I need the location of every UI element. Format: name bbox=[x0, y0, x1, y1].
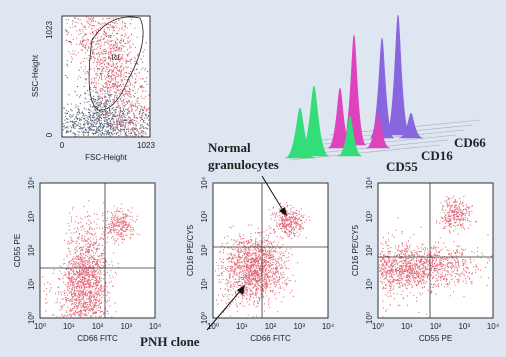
x-tick-label: 10² bbox=[265, 322, 277, 331]
y-tick-label: 10¹ bbox=[27, 278, 36, 290]
plot-frame bbox=[377, 182, 494, 319]
arrow-head bbox=[279, 207, 287, 216]
flow-plot: 10⁰ 10¹ 10² 10³ 10⁴ 10⁰ 10¹ 10² 10³ 10⁴ CD55 PE CD1… bbox=[351, 176, 500, 343]
plot-frame bbox=[212, 182, 329, 319]
flow-plot: 10⁰ 10¹ 10² 10³ 10⁴ 10⁰ 10¹ 10² 10³ 10⁴ CD66 FITC C… bbox=[13, 176, 162, 343]
x-tick-label: 10⁰ bbox=[34, 322, 46, 331]
cell-cloud bbox=[104, 203, 140, 246]
fsc-ssc-plot: R1 SSC-Height 1023 0 0 1023 FSC-Height bbox=[31, 15, 155, 162]
x-tick-label: 10¹ bbox=[63, 322, 75, 331]
arrow bbox=[261, 175, 285, 213]
y-tick-label: 1023 bbox=[45, 21, 54, 39]
peak bbox=[337, 115, 363, 157]
cell-cloud bbox=[436, 195, 477, 235]
x-tick-label: 10² bbox=[430, 322, 442, 331]
peak bbox=[341, 34, 367, 146]
flow-plot: 10⁰ 10¹ 10² 10³ 10⁴ 10⁰ 10¹ 10² 10³ 10⁴ CD66 FITC C… bbox=[186, 176, 335, 343]
y-tick-label: 10³ bbox=[365, 211, 374, 223]
y-tick-label: 10⁴ bbox=[365, 176, 374, 189]
annotation: Normal bbox=[208, 140, 251, 155]
x-tick-label: 10³ bbox=[120, 322, 132, 331]
x-tick-label: 10⁰ bbox=[372, 322, 384, 331]
legend-label: CD16 bbox=[421, 148, 453, 163]
floor-line bbox=[289, 144, 441, 161]
gate-label: R1 bbox=[111, 53, 120, 62]
peak bbox=[365, 112, 391, 149]
y-tick-label: 10³ bbox=[27, 211, 36, 223]
y-tick-label: 10³ bbox=[200, 211, 209, 223]
cell-cloud bbox=[215, 241, 296, 317]
annotation: granulocytes bbox=[208, 157, 279, 172]
cell-cloud bbox=[63, 102, 150, 137]
y-axis-label: CD55 PE bbox=[13, 234, 22, 267]
y-tick-label: 10⁴ bbox=[200, 176, 209, 189]
x-tick-label: 10⁴ bbox=[149, 322, 162, 331]
y-tick-label: 10⁰ bbox=[27, 312, 36, 324]
arrow-head bbox=[237, 285, 245, 295]
arrow bbox=[206, 289, 242, 331]
x-tick-label: 10³ bbox=[293, 322, 305, 331]
cell-cloud bbox=[268, 201, 311, 239]
x-tick-label: 10² bbox=[92, 322, 104, 331]
y-tick-label: 10⁰ bbox=[200, 312, 209, 324]
x-axis-label: CD55 PE bbox=[419, 334, 452, 343]
y-axis-label: CD16 PE/CY5 bbox=[351, 224, 360, 276]
y-tick-label: 0 bbox=[45, 132, 54, 137]
cell-cloud bbox=[42, 259, 119, 318]
x-axis-label: CD66 FITC bbox=[250, 334, 291, 343]
x-tick-label: 0 bbox=[60, 141, 65, 150]
x-tick-label: 1023 bbox=[137, 141, 155, 150]
x-tick-label: 10³ bbox=[458, 322, 470, 331]
x-tick-label: 10¹ bbox=[401, 322, 413, 331]
cell-cloud bbox=[64, 16, 150, 137]
x-tick-label: 10⁴ bbox=[322, 322, 335, 331]
peak bbox=[298, 85, 330, 157]
gate bbox=[88, 16, 144, 111]
peak bbox=[385, 14, 411, 136]
legend-label: CD66 bbox=[454, 135, 486, 150]
cell-cloud bbox=[379, 234, 492, 299]
y-axis-label: CD16 PE/CY5 bbox=[186, 224, 195, 276]
y-tick-label: 10⁴ bbox=[27, 176, 36, 189]
x-axis-label: CD66 FITC bbox=[77, 334, 118, 343]
y-tick-label: 10² bbox=[27, 244, 36, 256]
y-tick-label: 10² bbox=[365, 244, 374, 256]
cell-cloud bbox=[56, 200, 119, 318]
y-tick-label: 10¹ bbox=[200, 278, 209, 290]
x-tick-label: 10¹ bbox=[236, 322, 248, 331]
x-tick-label: 10⁴ bbox=[487, 322, 500, 331]
x-axis-label: FSC-Height bbox=[85, 153, 128, 162]
legend-label: CD55 bbox=[386, 159, 418, 174]
peak bbox=[284, 107, 316, 159]
y-tick-label: 10¹ bbox=[365, 278, 374, 290]
peak bbox=[369, 37, 395, 139]
peak bbox=[398, 112, 424, 139]
annotation: PNH clone bbox=[140, 334, 200, 349]
y-tick-label: 10² bbox=[200, 244, 209, 256]
y-tick-label: 10⁰ bbox=[365, 312, 374, 324]
y-axis-label: SSC-Height bbox=[31, 54, 40, 97]
plot-frame bbox=[39, 182, 156, 319]
x-tick-label: 10⁰ bbox=[207, 322, 219, 331]
